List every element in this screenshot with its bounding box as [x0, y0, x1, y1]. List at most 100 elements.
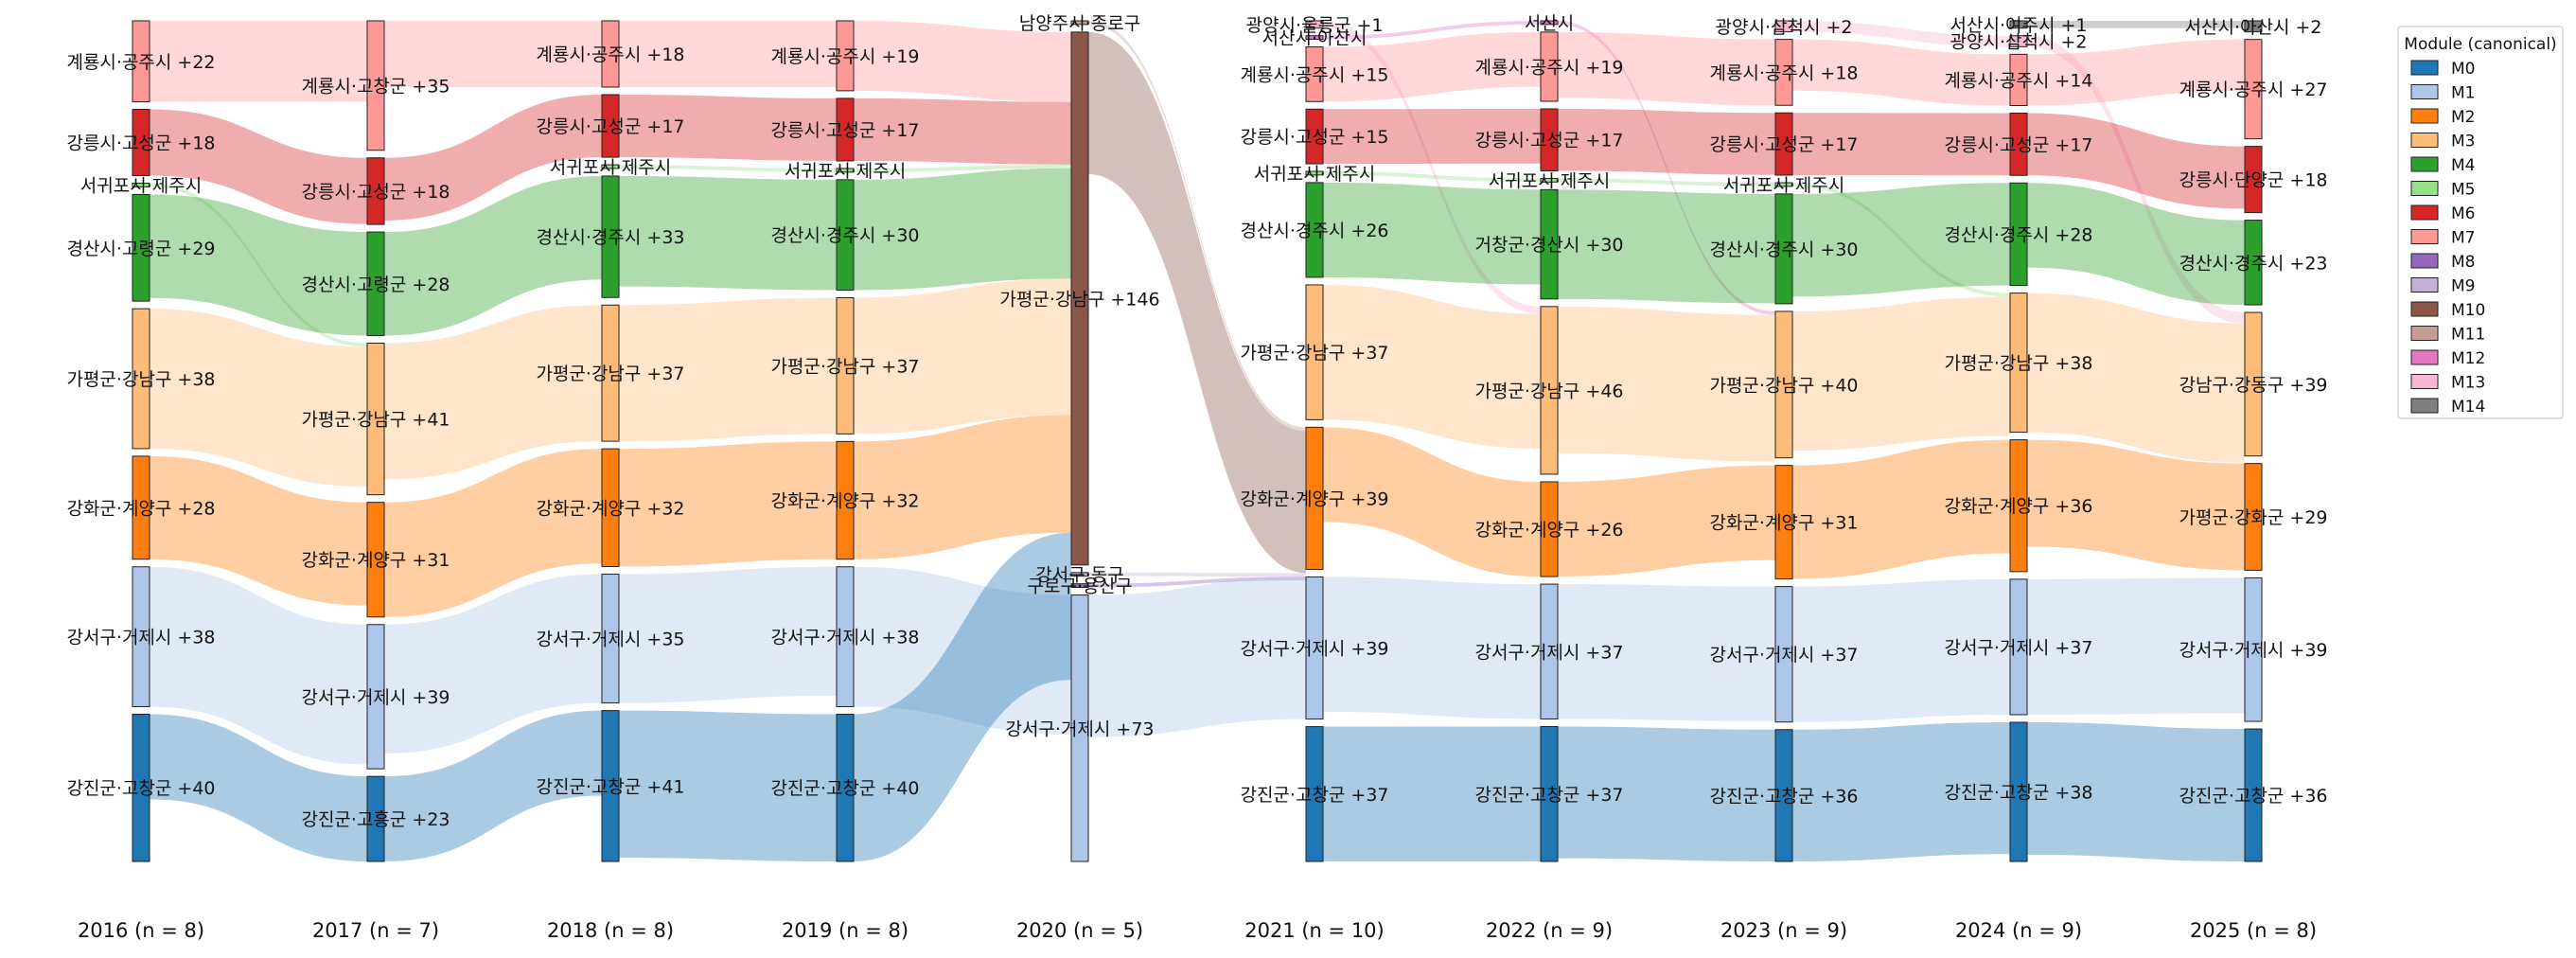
legend-swatch [2410, 84, 2439, 99]
flow-link [1323, 31, 1541, 102]
node-label: 가평군·강남구 +146 [999, 289, 1159, 310]
sankey-node [601, 304, 620, 442]
year-label: 2022 (n = 9) [1486, 919, 1613, 942]
flow-link [1323, 427, 1541, 577]
flow-link [1323, 109, 1541, 165]
sankey-node [2244, 728, 2263, 862]
legend-label: M5 [2451, 181, 2475, 200]
sankey-node [1305, 20, 1324, 29]
sankey-node [601, 164, 620, 169]
flow-link [1558, 31, 1775, 106]
flow-link [1088, 31, 1306, 574]
flow-link [2027, 35, 2245, 324]
flow-link [2027, 39, 2245, 106]
sankey-node [836, 296, 855, 435]
sankey-node [2009, 35, 2028, 47]
node-label: 강서구·거제시 +39 [301, 687, 450, 708]
node-label: 강서구·거제시 +39 [2179, 640, 2327, 661]
legend-label: M1 [2451, 84, 2475, 103]
flow-link [150, 309, 367, 488]
sankey-node [1305, 182, 1324, 278]
node-label: 경산시·경주시 +28 [1944, 224, 2092, 245]
node-label: 구로구·용산구 [1028, 577, 1133, 597]
flow-link [619, 21, 837, 87]
flow-link [150, 109, 367, 224]
flow-link [150, 194, 367, 336]
node-label: 강서구·동구 [1035, 565, 1123, 586]
legend-label: M12 [2451, 349, 2485, 368]
year-label: 2018 (n = 8) [547, 919, 674, 942]
flow-link [1323, 577, 1541, 719]
node-label: 경산시·경주시 +26 [1240, 221, 1388, 241]
node-label: 서귀포시·제주시 [1723, 175, 1844, 196]
sankey-node [1774, 586, 1793, 723]
sankey-node [1540, 108, 1559, 171]
sankey-node [1305, 108, 1324, 165]
sankey-node [1540, 306, 1559, 475]
legend-label: M10 [2451, 301, 2485, 320]
sankey-node [132, 566, 150, 707]
sankey-node [1774, 20, 1793, 33]
node-label: 계룡시·공주시 +19 [1474, 57, 1623, 78]
node-label: 강릉시·고성군 +18 [301, 182, 450, 203]
flow-link [619, 297, 837, 442]
sankey-node [366, 624, 385, 770]
flow-link [384, 94, 602, 221]
node-label: 강화군·계양구 +36 [1944, 496, 2092, 517]
node-label: 경산시·경주시 +30 [770, 225, 919, 246]
year-label: 2023 (n = 9) [1720, 919, 1847, 942]
flow-link [384, 175, 602, 336]
flow-link [1323, 21, 1541, 40]
sankey-node [366, 20, 385, 151]
flow-link [619, 175, 837, 291]
links-layer [150, 21, 2245, 861]
node-label: 강서구·거제시 +37 [1709, 645, 1858, 665]
flow-link [854, 21, 1071, 102]
node-label: 가평군·강남구 +37 [536, 364, 684, 384]
node-label: 서귀포시·제주시 [1254, 164, 1375, 185]
node-label: 가평군·강남구 +38 [1944, 353, 2092, 374]
flow-link [1558, 109, 1775, 175]
flow-link [1558, 21, 1775, 315]
node-label: 강서구·거제시 +35 [536, 630, 684, 650]
legend-label: M13 [2451, 374, 2485, 393]
node-label: 강화군·계양구 +31 [1709, 513, 1858, 534]
node-label: 서귀포시·제주시 [785, 161, 906, 182]
sankey-node [2009, 721, 2028, 862]
sankey-node [132, 713, 150, 862]
node-label: 계룡시·공주시 +18 [1709, 62, 1858, 83]
sankey-node [2009, 53, 2028, 107]
node-label: 계룡시·공주시 +15 [1240, 64, 1388, 85]
node-label: 강릉시·단양군 +18 [2179, 170, 2327, 191]
node-label: 강릉시·고성군 +17 [1709, 134, 1858, 155]
nodes-layer [132, 20, 2263, 862]
sankey-node [2009, 20, 2028, 29]
sankey-node [1774, 39, 1793, 106]
year-labels: 2016 (n = 8) 2017 (n = 7) 2018 (n = 8) 2019… [78, 919, 2317, 942]
sankey-node [836, 20, 855, 92]
node-label: 강화군·계양구 +32 [770, 491, 919, 512]
legend-swatch [2410, 181, 2439, 196]
sankey-node [132, 193, 150, 302]
year-label: 2016 (n = 8) [78, 919, 204, 942]
sankey-node [601, 20, 620, 88]
flow-link [619, 710, 837, 861]
sankey-node [2244, 146, 2263, 214]
sankey-node [132, 20, 150, 103]
sankey-node [2244, 463, 2263, 571]
flow-link [1792, 183, 2010, 297]
sankey-node [2244, 20, 2263, 33]
sankey-node [836, 168, 855, 173]
sankey-node [2009, 182, 2028, 287]
node-label: 강진군·고창군 +40 [66, 778, 215, 799]
sankey-node [132, 183, 150, 187]
legend-label: M6 [2451, 204, 2475, 223]
node-label: 가평군·강남구 +37 [770, 356, 919, 377]
sankey-node [1774, 112, 1793, 176]
node-label: 가평군·강남구 +40 [1709, 375, 1858, 396]
node-label: 강릉시·고성군 +17 [536, 116, 684, 137]
flow-link [2027, 293, 2245, 463]
sankey-node [836, 98, 855, 162]
legend-label: M2 [2451, 108, 2475, 127]
